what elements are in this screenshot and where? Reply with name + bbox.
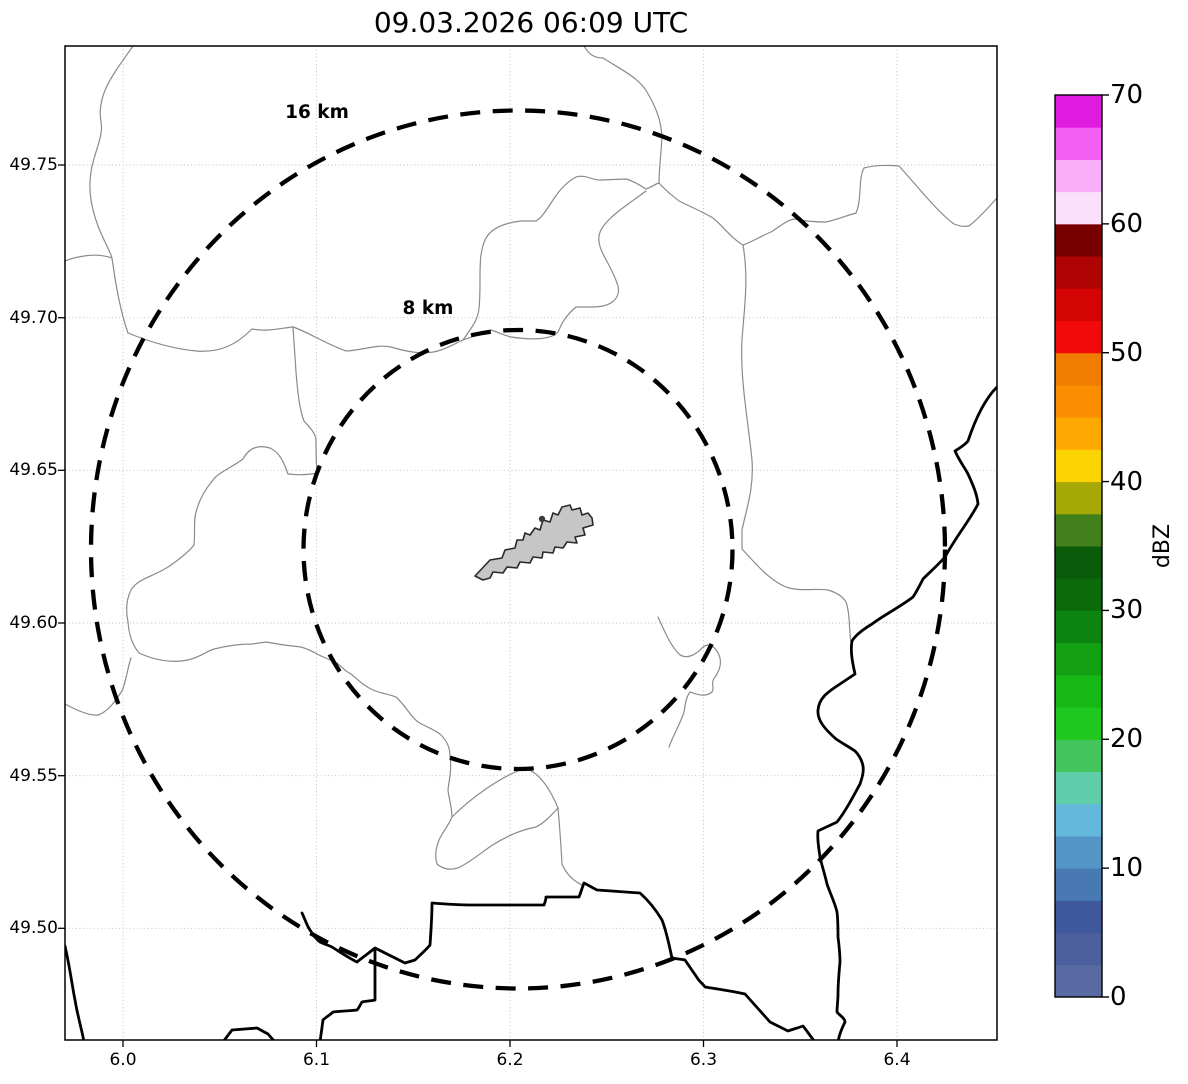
x-axis-tick-label: 6.4 — [883, 1050, 911, 1070]
plot-frame — [64, 45, 998, 1041]
country-borders — [65, 385, 997, 1040]
colorbar-segment — [1055, 771, 1102, 805]
y-axis-tick-label: 49.75 — [9, 155, 58, 175]
river-line — [657, 616, 721, 748]
colorbar-segment — [1055, 159, 1102, 193]
colorbar-tick-label: 60 — [1110, 208, 1144, 239]
river-line — [462, 175, 660, 341]
colorbar-segment — [1055, 352, 1102, 386]
y-axis-tick-label: 49.65 — [9, 460, 58, 481]
airport-outline — [474, 504, 594, 581]
colorbar-segment — [1055, 127, 1102, 160]
colorbar-segment — [1055, 191, 1102, 225]
colorbar-tick-label: 20 — [1110, 724, 1144, 755]
river-line — [583, 46, 663, 184]
colorbar-segment — [1055, 223, 1102, 257]
colorbar-segment — [1055, 384, 1102, 418]
site-marker-dot — [538, 515, 546, 523]
river-line — [65, 657, 132, 716]
grid-lines — [65, 46, 997, 1040]
y-axis-tick-label: 49.55 — [9, 765, 58, 786]
y-axis-tick-label: 49.60 — [9, 613, 58, 633]
colorbar-tick-label: 50 — [1110, 337, 1144, 368]
colorbar-segment — [1055, 449, 1102, 483]
colorbar-segment — [1055, 868, 1102, 901]
colorbar-segment — [1055, 513, 1102, 547]
colorbar-segment — [1055, 546, 1102, 579]
colorbar-segment — [1055, 803, 1102, 837]
colorbar-segment — [1055, 256, 1102, 289]
figure-title: 09.03.2026 06:09 UTC — [373, 6, 689, 39]
river-line — [658, 164, 997, 246]
river-line — [89, 46, 464, 354]
y-axis-tick-label: 49.50 — [9, 918, 58, 939]
river-line — [451, 768, 585, 887]
colorbar-segment — [1055, 707, 1102, 740]
country-border — [318, 947, 377, 1040]
river-line — [741, 244, 852, 644]
colorbar-segment — [1055, 610, 1102, 644]
x-axis-tick-label: 6.1 — [302, 1050, 331, 1070]
colorbar-tick-label: 70 — [1110, 80, 1144, 110]
colorbar-segment — [1055, 320, 1102, 354]
colorbar-tick-label: 40 — [1110, 466, 1144, 497]
colorbar-segment — [1055, 932, 1102, 966]
colorbar-axis-label: dBZ — [1150, 523, 1175, 569]
colorbar-segment — [1055, 95, 1102, 128]
colorbar — [1054, 94, 1109, 998]
x-axis-tick-label: 6.0 — [109, 1050, 137, 1070]
country-border — [65, 944, 86, 1040]
colorbar-segment — [1055, 964, 1102, 998]
river-line — [462, 190, 647, 341]
colorbar-segment — [1055, 578, 1102, 611]
colorbar-segment — [1055, 835, 1102, 869]
x-axis-tick-label: 6.3 — [689, 1050, 718, 1070]
y-axis-tick-label: 49.70 — [9, 307, 58, 328]
range-ring-8km-label: 8 km — [402, 298, 454, 319]
x-axis-tick-label: 6.2 — [496, 1050, 524, 1070]
axis-tick-marks — [58, 164, 898, 1047]
river-line — [65, 254, 113, 262]
range-ring-16km — [88, 108, 948, 991]
colorbar-segment — [1055, 642, 1102, 676]
colorbar-segment — [1055, 900, 1102, 934]
river-line — [126, 326, 318, 654]
country-border — [816, 385, 997, 1040]
colorbar-frame — [1054, 94, 1103, 998]
colorbar-segment — [1055, 739, 1102, 772]
colorbar-segment — [1055, 674, 1102, 708]
range-ring-8km — [301, 327, 735, 772]
colorbar-segment — [1055, 417, 1102, 450]
river-lines — [65, 46, 997, 887]
colorbar-segment — [1055, 288, 1102, 321]
country-border — [300, 881, 816, 1040]
colorbar-tick-label: 30 — [1110, 595, 1144, 626]
country-border — [222, 1026, 276, 1040]
colorbar-tick-label: 0 — [1110, 982, 1127, 1012]
colorbar-tick-label: 10 — [1110, 853, 1144, 884]
river-line — [138, 641, 559, 870]
colorbar-segment — [1055, 481, 1102, 515]
range-ring-16km-label: 16 km — [285, 102, 349, 123]
